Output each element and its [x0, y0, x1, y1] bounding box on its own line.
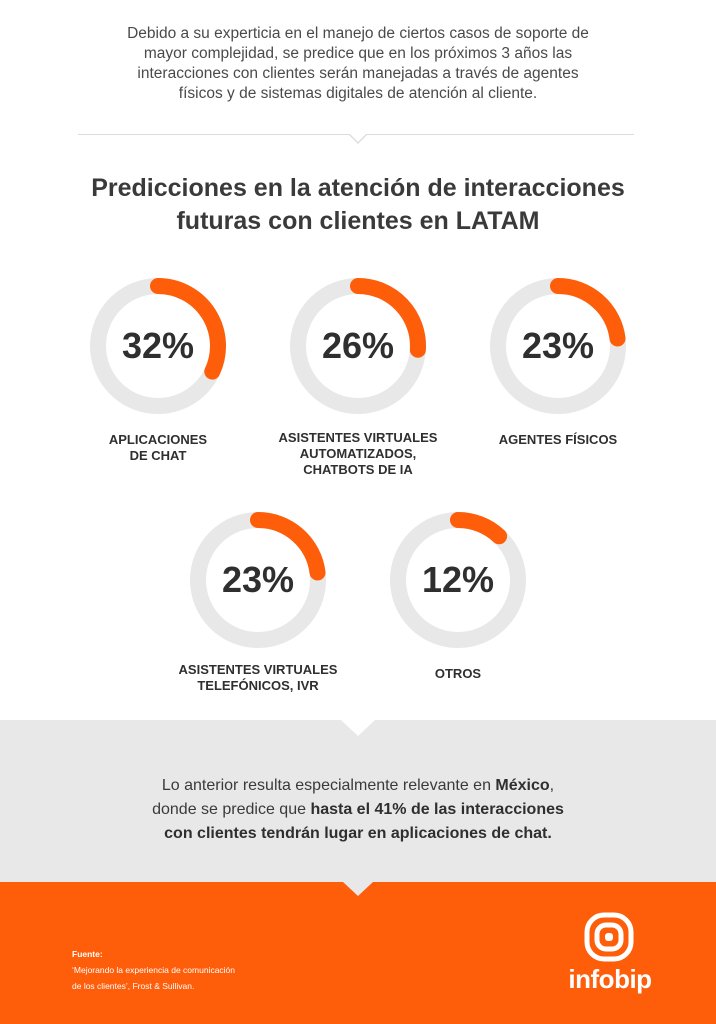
source-line: ‘Mejorando la experiencia de comunicació…: [72, 965, 236, 975]
donut-label-line: AUTOMATIZADOS,: [299, 446, 417, 461]
highlight-band: [0, 720, 716, 882]
closing-text: donde se predice que: [152, 801, 311, 818]
donut-chart-agents: 23%: [488, 276, 628, 416]
closing-paragraph: Lo anterior resulta especialmente releva…: [100, 774, 616, 846]
donut-label-line: TELEFÓNICOS, IVR: [197, 678, 319, 693]
donut-chart-others: 12%: [388, 510, 528, 650]
donut-chart-chat: 32%: [88, 276, 228, 416]
donut-svg: [290, 278, 426, 414]
chart-heading: Predicciones en la atención de interacci…: [60, 172, 656, 238]
footer-notch: [343, 882, 373, 896]
donut-value: 12%: [421, 559, 495, 600]
donut-label-chatbots: ASISTENTES VIRTUALES AUTOMATIZADOS, CHAT…: [258, 430, 458, 478]
donut-label-line: CHATBOTS DE IA: [303, 462, 413, 477]
closing-line-2: donde se predice que hasta el 41% de las…: [100, 798, 616, 822]
donut-label-line: AGENTES FÍSICOS: [498, 432, 618, 447]
closing-line-3: con clientes tendrán lugar en aplicacion…: [100, 822, 616, 846]
donut-svg: [490, 278, 626, 414]
donut-label-line: ASISTENTES VIRTUALES: [178, 662, 338, 677]
chart-heading-line-1: Predicciones en la atención de interacci…: [91, 174, 625, 202]
donut-svg: [390, 512, 526, 648]
source-title: Fuente:: [72, 949, 103, 959]
donut-label-agents: AGENTES FÍSICOS: [458, 432, 658, 448]
donut-arc: [150, 278, 226, 380]
donut-value: 26%: [321, 325, 395, 366]
footer: [0, 882, 716, 1024]
closing-text: ,: [549, 777, 555, 794]
closing-emphasis: México: [495, 777, 550, 794]
intro-line: Debido a su experticia en el manejo de c…: [127, 25, 589, 42]
intro-line: físicos y de sistemas digitales de atenc…: [178, 85, 538, 102]
donut-arc: [450, 512, 508, 545]
highlight-band-notch: [341, 720, 375, 736]
closing-text: Lo anterior resulta especialmente releva…: [161, 777, 496, 794]
intro-line: mayor complejidad, se predice que en los…: [143, 45, 573, 62]
donut-label-line: APLICACIONES: [108, 432, 208, 447]
infobip-logo-icon: [584, 912, 634, 962]
brand-name: infobip: [568, 964, 652, 994]
donut-label-chat: APLICACIONES DE CHAT: [58, 432, 258, 464]
donut-value: 32%: [121, 325, 195, 366]
donut-chart-chatbots: 26%: [288, 276, 428, 416]
donut-value: 23%: [221, 559, 295, 600]
donut-chart-ivr: 23%: [188, 510, 328, 650]
donut-svg: [90, 278, 226, 414]
divider-notch: [348, 133, 368, 144]
donut-value: 23%: [521, 325, 595, 366]
source-citation: Fuente: ‘Mejorando la experiencia de com…: [72, 946, 312, 994]
donut-label-line: DE CHAT: [129, 448, 187, 463]
donut-label-ivr: ASISTENTES VIRTUALES TELEFÓNICOS, IVR: [158, 662, 358, 694]
donut-arc: [250, 512, 326, 581]
donut-label-line: OTROS: [434, 666, 482, 681]
donut-arc: [550, 278, 626, 347]
donut-label-line: ASISTENTES VIRTUALES: [278, 430, 438, 445]
closing-emphasis: hasta el 41% de las interacciones: [310, 801, 564, 818]
donut-arc: [350, 278, 426, 358]
source-line: de los clientes’, Frost & Sullivan.: [72, 981, 195, 991]
closing-line-1: Lo anterior resulta especialmente releva…: [100, 774, 616, 798]
donut-label-others: OTROS: [358, 666, 558, 682]
closing-emphasis: con clientes tendrán lugar en aplicacion…: [164, 825, 552, 842]
intro-paragraph: Debido a su experticia en el manejo de c…: [80, 24, 636, 104]
intro-line: interacciones con clientes serán manejad…: [137, 65, 579, 82]
chart-heading-line-2: futuras con clientes en LATAM: [176, 207, 540, 235]
donut-svg: [190, 512, 326, 648]
